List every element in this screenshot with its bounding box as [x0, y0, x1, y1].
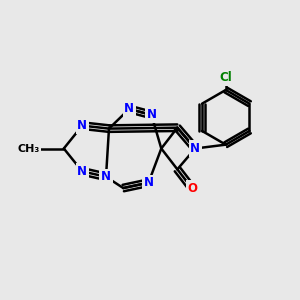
- Text: O: O: [187, 182, 197, 195]
- Text: N: N: [146, 108, 157, 122]
- Text: N: N: [77, 119, 87, 132]
- Text: CH₃: CH₃: [18, 143, 40, 154]
- Text: Cl: Cl: [219, 71, 232, 84]
- Text: N: N: [124, 103, 134, 116]
- Text: N: N: [101, 170, 111, 183]
- Text: N: N: [143, 176, 154, 189]
- Text: N: N: [190, 142, 200, 155]
- Text: N: N: [77, 165, 87, 178]
